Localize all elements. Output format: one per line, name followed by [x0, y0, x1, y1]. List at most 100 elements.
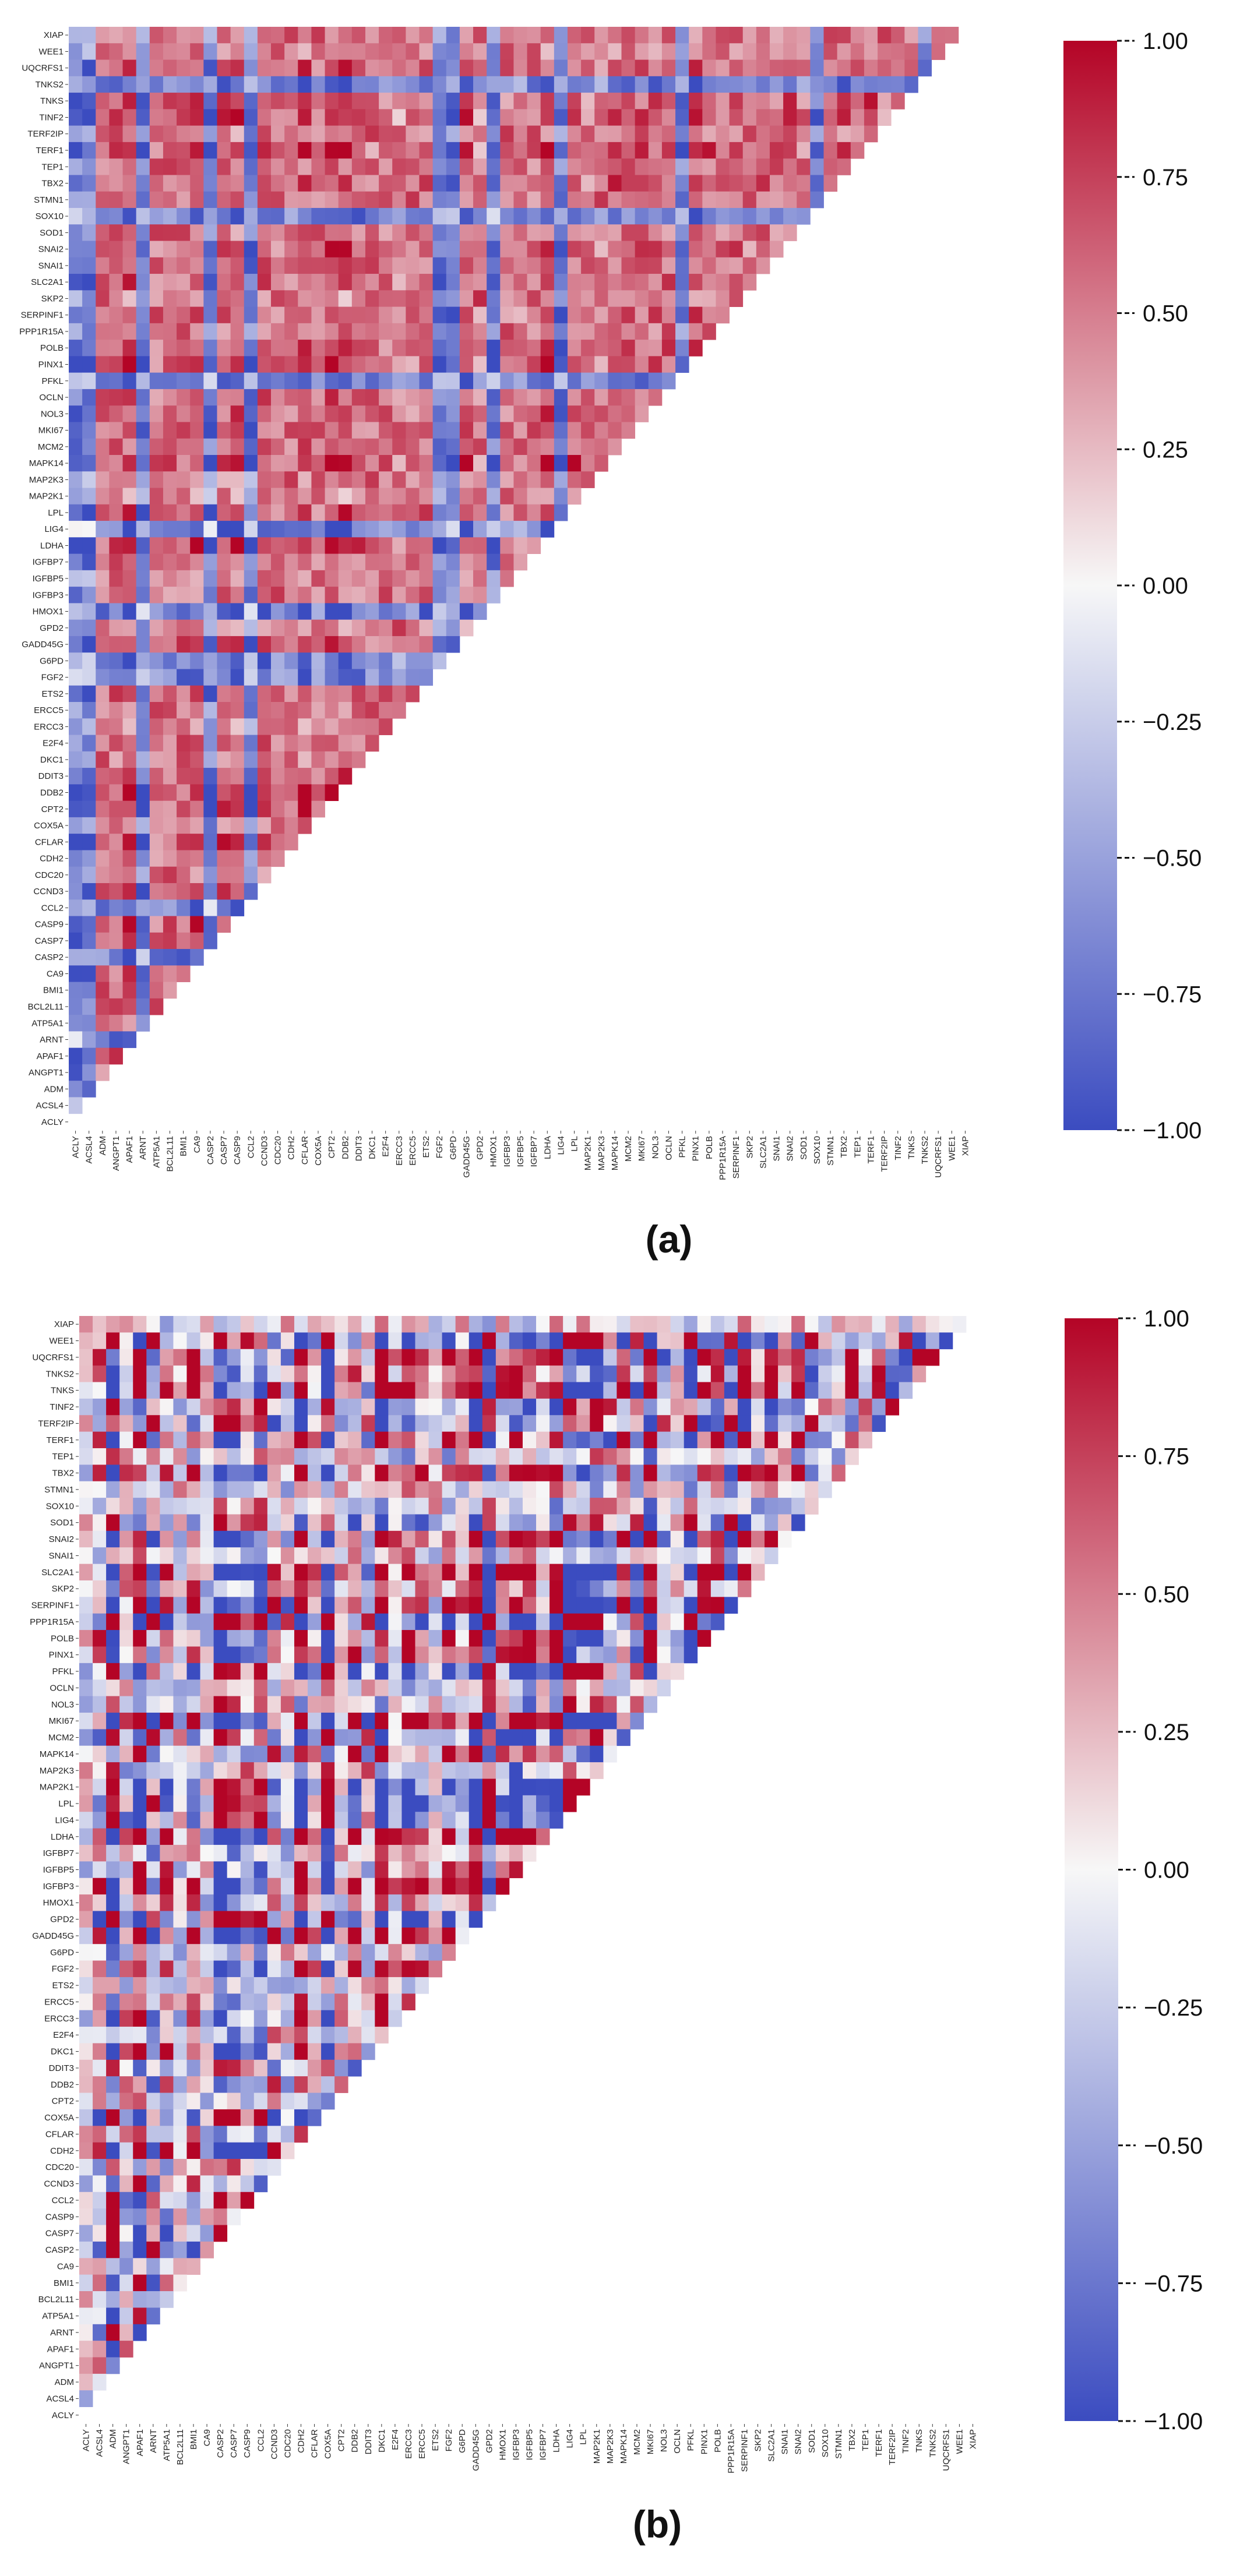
- heatmap-cell: [177, 850, 191, 867]
- heatmap-cell: [419, 652, 434, 669]
- heatmap-cell: [106, 1646, 120, 1664]
- heatmap-cell: [267, 1580, 281, 1597]
- heatmap-cell: [657, 1365, 671, 1382]
- heatmap-cell: [284, 175, 298, 192]
- heatmap-cell: [379, 504, 393, 521]
- heatmap-cell: [697, 1415, 711, 1432]
- heatmap-cell: [392, 224, 406, 241]
- heatmap-cell: [240, 2059, 255, 2077]
- heatmap-cell: [284, 405, 298, 422]
- heatmap-cell: [891, 93, 905, 110]
- heatmap-cell: [603, 1613, 617, 1631]
- heatmap-cell: [119, 2341, 133, 2358]
- heatmap-cell: [133, 2126, 147, 2143]
- heatmap-cell: [375, 1745, 389, 1763]
- y-tick-label: ERCC3: [34, 722, 64, 732]
- heatmap-cell: [109, 59, 123, 77]
- heatmap-cell: [308, 1894, 322, 1911]
- heatmap-cell: [635, 224, 649, 241]
- heatmap-cell: [630, 1431, 644, 1449]
- heatmap-cell: [203, 834, 217, 851]
- heatmap-cell: [149, 768, 164, 785]
- heatmap-cell: [321, 1977, 335, 1994]
- heatmap-cell: [459, 553, 474, 571]
- heatmap-cell: [173, 1431, 187, 1449]
- heatmap-cell: [69, 800, 83, 818]
- heatmap-cell: [684, 1465, 698, 1482]
- heatmap-cell: [630, 1514, 644, 1532]
- heatmap-cell: [271, 587, 285, 604]
- heatmap-cell: [769, 207, 784, 225]
- heatmap-cell: [765, 1514, 779, 1532]
- heatmap-cell: [160, 1779, 174, 1796]
- heatmap-cell: [93, 2208, 107, 2225]
- heatmap-cell: [657, 1398, 671, 1416]
- heatmap-cell: [581, 109, 595, 126]
- heatmap-cell: [79, 2059, 93, 2077]
- heatmap-cell: [617, 1415, 630, 1432]
- heatmap-cell: [797, 93, 811, 110]
- heatmap-cell: [446, 306, 460, 324]
- heatmap-cell: [415, 1514, 429, 1532]
- heatmap-cell: [540, 274, 555, 291]
- heatmap-cell: [670, 1316, 685, 1333]
- heatmap-cell: [797, 43, 811, 60]
- x-tick-label: G6PD: [457, 2429, 467, 2453]
- heatmap-cell: [594, 389, 608, 406]
- heatmap-cell: [415, 1332, 429, 1350]
- heatmap-cell: [149, 553, 164, 571]
- heatmap-cell: [401, 1564, 415, 1581]
- heatmap-cell: [500, 521, 514, 538]
- heatmap-cell: [487, 356, 501, 373]
- heatmap-cell: [468, 1779, 483, 1796]
- heatmap-cell: [119, 2208, 133, 2225]
- heatmap-cell: [122, 866, 137, 884]
- heatmap-cell: [177, 207, 191, 225]
- heatmap-cell: [576, 1332, 590, 1350]
- heatmap-cell: [325, 306, 339, 324]
- heatmap-cell: [338, 422, 353, 439]
- heatmap-cell: [365, 521, 379, 538]
- heatmap-cell: [406, 422, 420, 439]
- heatmap-cell: [217, 504, 231, 521]
- heatmap-cell: [93, 1911, 107, 1928]
- heatmap-cell: [106, 1977, 120, 1994]
- heatmap-cell: [675, 323, 689, 340]
- y-tick-label: ETS2: [52, 1981, 74, 1991]
- heatmap-cell: [82, 834, 96, 851]
- y-tick-label: CCL2: [52, 2196, 74, 2206]
- heatmap-cell: [160, 1993, 174, 2011]
- y-tick-label: ACLY: [41, 1117, 64, 1127]
- heatmap-cell: [284, 207, 298, 225]
- heatmap-cell: [217, 537, 231, 554]
- heatmap-cell: [149, 405, 164, 422]
- heatmap-cell: [850, 59, 865, 77]
- heatmap-cell: [160, 1927, 174, 1945]
- heatmap-cell: [500, 257, 514, 274]
- heatmap-cell: [173, 1927, 187, 1945]
- x-tick-label: CPT2: [327, 1136, 337, 1158]
- heatmap-cell: [122, 982, 137, 999]
- heatmap-cell: [177, 751, 191, 768]
- heatmap-cell: [810, 76, 824, 93]
- heatmap-cell: [217, 257, 231, 274]
- heatmap-cell: [724, 1597, 738, 1614]
- heatmap-cell: [459, 191, 474, 209]
- heatmap-cell: [294, 1580, 308, 1597]
- heatmap-cell: [697, 1613, 711, 1631]
- heatmap-cell: [200, 1332, 214, 1350]
- heatmap-cell: [487, 93, 501, 110]
- heatmap-cell: [536, 1547, 550, 1564]
- heatmap-cell: [82, 389, 96, 406]
- heatmap-cell: [459, 323, 474, 340]
- heatmap-cell: [617, 1498, 630, 1515]
- heatmap-cell: [348, 1844, 362, 1862]
- x-tick-label: TERF2IP: [880, 1136, 890, 1172]
- heatmap-cell: [522, 1613, 537, 1631]
- heatmap-cell: [769, 175, 784, 192]
- heatmap-cell: [173, 2159, 187, 2176]
- heatmap-cell: [459, 224, 474, 241]
- heatmap-cell: [590, 1382, 604, 1399]
- heatmap-cell: [93, 1448, 107, 1465]
- heatmap-cell: [500, 570, 514, 587]
